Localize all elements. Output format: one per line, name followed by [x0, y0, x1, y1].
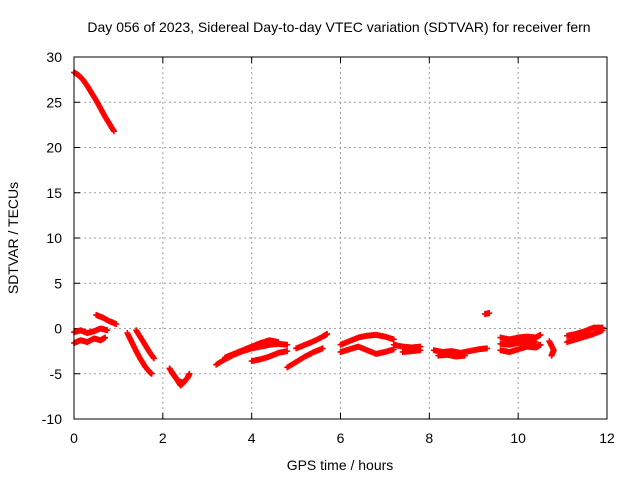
data-point — [186, 370, 193, 377]
x-tick-label: 10 — [510, 430, 526, 446]
data-point — [104, 327, 111, 334]
y-tick-label: 15 — [46, 185, 62, 201]
data-point — [110, 128, 117, 135]
data-points — [71, 69, 606, 389]
chart-title: Day 056 of 2023, Sidereal Day-to-day VTE… — [87, 19, 590, 35]
data-point — [484, 345, 491, 352]
data-point — [537, 341, 544, 348]
data-point — [319, 345, 326, 352]
x-tick-label: 8 — [425, 430, 433, 446]
x-tick-label: 4 — [248, 430, 256, 446]
data-point — [548, 352, 555, 359]
x-tick-label: 0 — [70, 430, 78, 446]
data-point — [102, 334, 109, 341]
x-tick-label: 6 — [337, 430, 345, 446]
data-point — [284, 341, 291, 348]
x-axis-label: GPS time / hours — [287, 457, 394, 473]
data-point — [599, 324, 606, 331]
y-tick-label: 25 — [46, 94, 62, 110]
data-point — [113, 320, 120, 327]
ticks: 0 2 4 6 8 10 12 -10 -5 0 5 10 15 20 25 30 — [42, 49, 615, 446]
data-point — [486, 310, 493, 317]
data-point — [390, 336, 397, 343]
y-axis-label: SDTVAR / TECUs — [5, 182, 21, 294]
data-point — [532, 339, 539, 346]
data-point — [324, 330, 331, 337]
y-tick-label: 10 — [46, 230, 62, 246]
data-point — [417, 347, 424, 354]
data-point — [275, 339, 282, 346]
plot-border — [73, 56, 608, 420]
x-tick-label: 2 — [159, 430, 167, 446]
data-point — [148, 370, 155, 377]
data-point — [182, 377, 189, 384]
y-tick-label: 20 — [46, 140, 62, 156]
y-tick-label: 5 — [54, 275, 62, 291]
data-point — [537, 331, 544, 338]
y-tick-label: 30 — [46, 49, 62, 65]
grid — [74, 57, 607, 419]
x-tick-label: 12 — [599, 430, 615, 446]
y-tick-label: 0 — [54, 321, 62, 337]
y-tick-label: -10 — [42, 411, 62, 427]
data-point — [150, 355, 157, 362]
y-tick-label: -5 — [50, 366, 63, 382]
data-point — [461, 352, 468, 359]
data-point — [284, 348, 291, 355]
